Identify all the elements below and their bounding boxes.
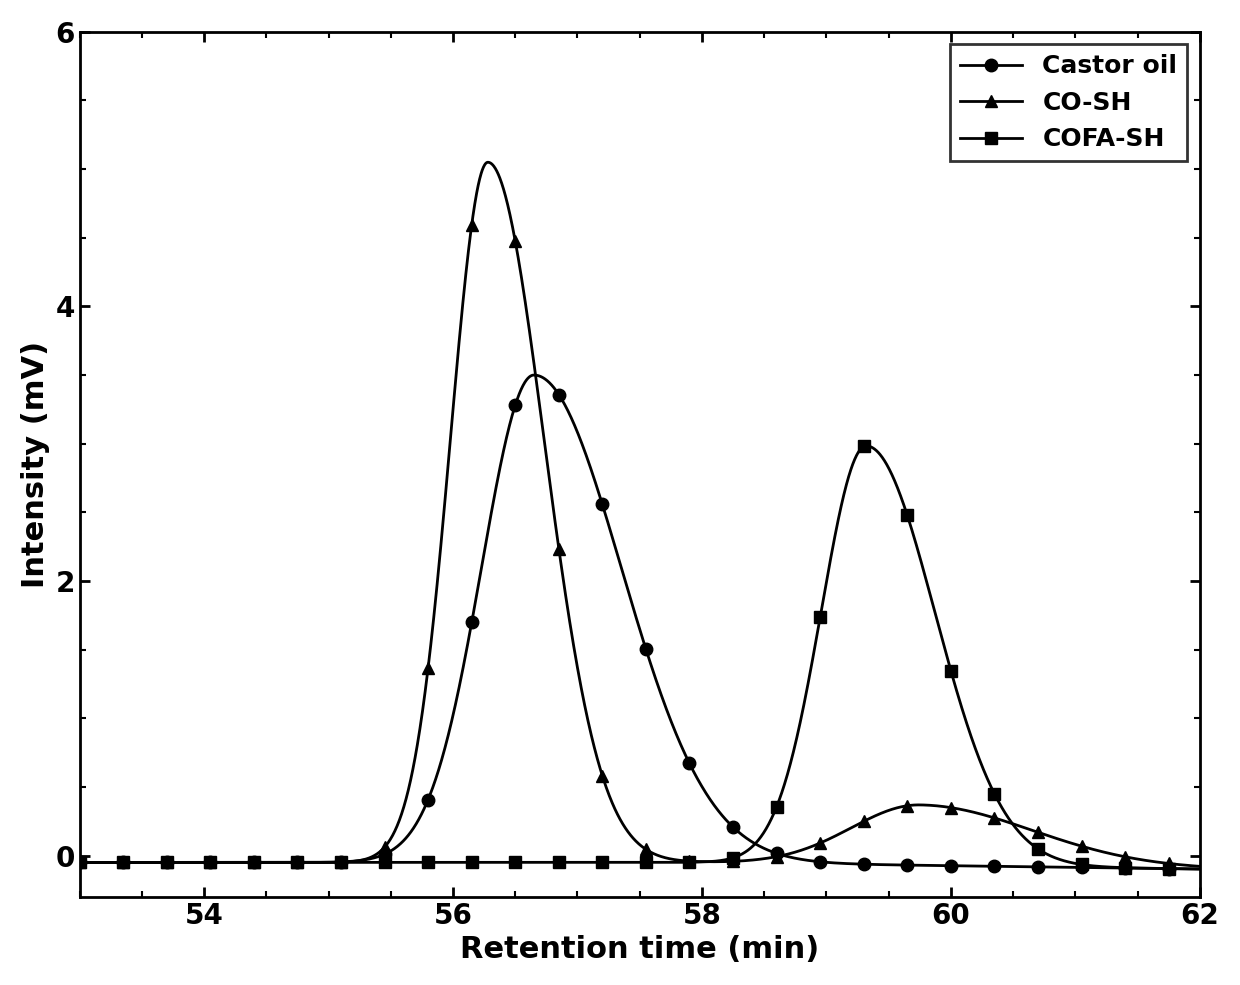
Castor oil — [1161, 863, 1176, 875]
CO-SH — [595, 770, 610, 782]
Castor oil — [420, 794, 435, 806]
COFA-SH — [595, 857, 610, 869]
CO-SH — [377, 841, 392, 853]
COFA-SH — [1117, 862, 1132, 874]
Castor oil — [290, 857, 305, 869]
CO-SH — [247, 857, 262, 869]
COFA-SH — [769, 801, 784, 813]
Castor oil — [944, 860, 959, 872]
CO-SH — [290, 857, 305, 869]
CO-SH — [1030, 826, 1045, 838]
CO-SH — [203, 857, 218, 869]
X-axis label: Retention time (min): Retention time (min) — [460, 935, 820, 964]
Y-axis label: Intensity (mV): Intensity (mV) — [21, 341, 50, 588]
COFA-SH — [857, 440, 872, 452]
Castor oil — [508, 399, 523, 411]
COFA-SH — [682, 856, 697, 868]
COFA-SH — [725, 852, 740, 864]
Castor oil — [1030, 861, 1045, 873]
COFA-SH — [203, 857, 218, 869]
CO-SH — [1074, 840, 1089, 852]
COFA-SH — [290, 857, 305, 869]
CO-SH — [552, 543, 567, 555]
Castor oil — [812, 856, 827, 868]
Castor oil — [203, 857, 218, 869]
COFA-SH — [1161, 863, 1176, 875]
Castor oil — [857, 858, 872, 870]
COFA-SH — [464, 857, 479, 869]
Castor oil — [464, 617, 479, 628]
COFA-SH — [987, 788, 1002, 800]
CO-SH — [159, 857, 174, 869]
COFA-SH — [420, 857, 435, 869]
COFA-SH — [115, 857, 130, 869]
CO-SH — [115, 857, 130, 869]
Legend: Castor oil, CO-SH, COFA-SH: Castor oil, CO-SH, COFA-SH — [950, 44, 1187, 162]
CO-SH — [334, 856, 348, 868]
CO-SH — [420, 662, 435, 674]
Castor oil — [72, 857, 87, 869]
Castor oil — [552, 389, 567, 401]
Castor oil — [682, 757, 697, 769]
CO-SH — [1117, 851, 1132, 863]
COFA-SH — [812, 611, 827, 623]
CO-SH — [639, 843, 653, 855]
Castor oil — [1074, 862, 1089, 874]
Castor oil — [377, 848, 392, 860]
Castor oil — [987, 860, 1002, 872]
CO-SH — [944, 802, 959, 814]
COFA-SH — [944, 665, 959, 677]
COFA-SH — [1030, 843, 1045, 855]
Castor oil — [115, 857, 130, 869]
Line: Castor oil: Castor oil — [73, 388, 1176, 875]
COFA-SH — [900, 509, 915, 521]
CO-SH — [769, 851, 784, 863]
CO-SH — [1161, 858, 1176, 870]
Line: CO-SH: CO-SH — [73, 219, 1176, 870]
CO-SH — [900, 800, 915, 812]
Castor oil — [639, 643, 653, 655]
Castor oil — [1117, 862, 1132, 874]
COFA-SH — [72, 857, 87, 869]
CO-SH — [725, 855, 740, 867]
COFA-SH — [1074, 859, 1089, 871]
Line: COFA-SH: COFA-SH — [73, 440, 1176, 875]
CO-SH — [987, 812, 1002, 823]
CO-SH — [508, 235, 523, 247]
Castor oil — [334, 856, 348, 868]
CO-SH — [72, 857, 87, 869]
COFA-SH — [552, 857, 567, 869]
CO-SH — [464, 219, 479, 230]
COFA-SH — [334, 857, 348, 869]
Castor oil — [900, 859, 915, 871]
Castor oil — [159, 857, 174, 869]
COFA-SH — [377, 857, 392, 869]
COFA-SH — [247, 857, 262, 869]
COFA-SH — [639, 857, 653, 869]
COFA-SH — [508, 857, 523, 869]
COFA-SH — [159, 857, 174, 869]
Castor oil — [769, 847, 784, 859]
CO-SH — [682, 855, 697, 867]
Castor oil — [595, 498, 610, 510]
Castor oil — [725, 821, 740, 833]
Castor oil — [247, 857, 262, 869]
CO-SH — [857, 816, 872, 827]
CO-SH — [812, 837, 827, 849]
